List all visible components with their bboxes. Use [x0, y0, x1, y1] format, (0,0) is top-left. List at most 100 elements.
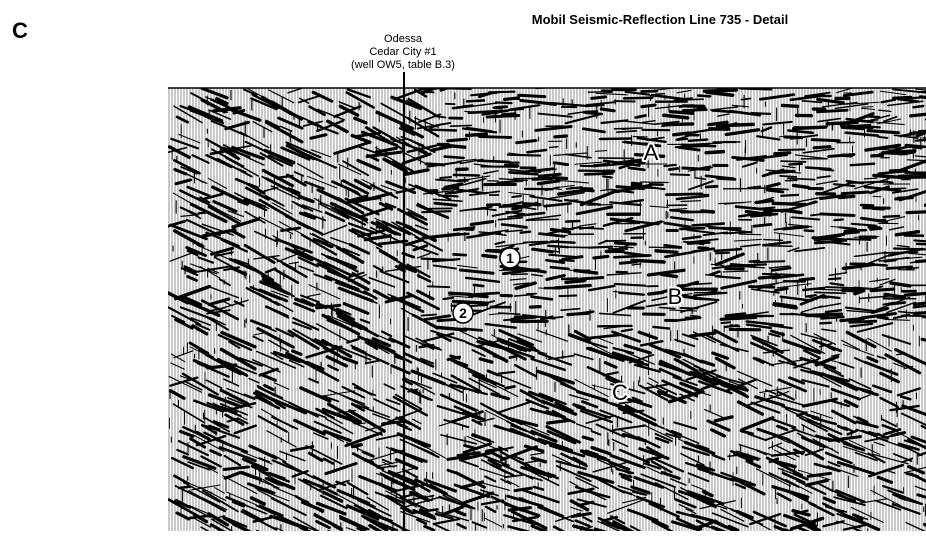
reflection-streak: [917, 260, 926, 262]
reflection-streak: [688, 242, 710, 243]
reflection-streak: [845, 232, 859, 233]
reflection-streak: [502, 114, 515, 115]
figure-title: Mobil Seismic-Reflection Line 735 - Deta…: [532, 12, 788, 27]
marker-number: 1: [506, 250, 514, 266]
reflection-streak: [699, 248, 708, 249]
reflection-streak: [662, 125, 672, 126]
reflection-streak: [450, 293, 471, 294]
reflection-streak: [775, 153, 790, 154]
reflection-streak: [750, 261, 759, 262]
horizon-label: A: [644, 140, 659, 165]
reflection-streak: [656, 251, 677, 253]
reflection-streak: [878, 317, 887, 318]
reflection-streak: [785, 137, 802, 138]
reflection-streak: [842, 192, 868, 194]
reflection-streak: [821, 214, 854, 216]
horizon-label: B: [668, 284, 683, 309]
reflection-streak: [873, 208, 884, 209]
reflection-streak: [848, 239, 871, 240]
reflection-streak: [519, 95, 545, 96]
reflection-streak: [566, 221, 579, 222]
reflection-streak: [873, 196, 881, 197]
reflection-streak: [587, 205, 612, 206]
panel-label: C: [12, 18, 28, 43]
horizon-label: C: [612, 380, 628, 405]
reflection-streak: [890, 170, 903, 171]
reflection-streak: [763, 274, 795, 275]
reflection-streak: [632, 183, 640, 184]
reflection-streak: [865, 264, 887, 266]
reflection-streak: [851, 164, 875, 166]
reflection-streak: [861, 205, 873, 206]
reflection-streak: [694, 299, 718, 300]
reflection-streak: [675, 99, 704, 100]
reflection-streak: [664, 124, 693, 125]
reflection-streak: [674, 133, 689, 135]
reflection-streak: [649, 292, 663, 294]
reflection-streak: [681, 308, 698, 309]
reflection-streak: [820, 323, 831, 324]
reflection-streak: [599, 158, 634, 159]
reflection-streak: [664, 165, 676, 166]
reflection-streak: [510, 172, 538, 174]
reflection-streak: [445, 157, 464, 158]
reflection-streak: [540, 174, 561, 176]
reflection-streak: [726, 314, 744, 316]
reflection-streak: [464, 329, 482, 331]
reflection-streak: [639, 188, 655, 189]
reflection-streak: [811, 214, 823, 215]
reflection-streak: [478, 161, 510, 162]
reflection-streak: [633, 137, 647, 138]
reflection-streak: [841, 319, 863, 321]
reflection-streak: [493, 108, 502, 109]
reflection-streak: [513, 226, 526, 228]
reflection-streak: [920, 130, 926, 131]
reflection-streak: [454, 302, 488, 304]
reflection-streak: [871, 229, 882, 230]
reflection-streak: [669, 169, 677, 170]
reflection-streak: [585, 173, 612, 174]
reflection-streak: [450, 125, 471, 126]
reflection-streak: [868, 131, 899, 133]
reflection-streak: [752, 113, 771, 114]
reflection-streak: [448, 139, 467, 141]
reflection-streak: [884, 216, 900, 217]
reflection-streak: [917, 244, 926, 245]
reflection-streak: [879, 137, 888, 138]
reflection-streak: [767, 190, 782, 192]
reflection-streak: [681, 228, 704, 229]
reflection-streak: [807, 295, 816, 296]
reflection-streak: [721, 317, 756, 319]
reflection-streak: [782, 105, 797, 106]
reflection-streak: [795, 127, 809, 128]
reflection-streak: [464, 229, 473, 230]
reflection-streak: [682, 145, 716, 147]
reflection-streak: [681, 201, 701, 202]
reflection-streak: [425, 129, 456, 130]
reflection-streak: [467, 100, 484, 101]
reflection-streak: [739, 234, 761, 235]
reflection-streak: [554, 163, 568, 165]
reflection-streak: [649, 247, 680, 248]
reflection-streak: [592, 97, 606, 99]
reflection-streak: [867, 117, 879, 118]
reflection-streak: [444, 298, 454, 299]
reflection-streak: [508, 155, 540, 156]
reflection-streak: [689, 140, 707, 141]
well-name: Odessa: [384, 33, 423, 45]
reflection-streak: [533, 179, 552, 180]
reflection-streak: [680, 105, 693, 106]
reflection-streak: [868, 127, 880, 128]
reflection-streak: [353, 445, 362, 447]
reflection-streak: [843, 290, 862, 291]
reflection-streak: [512, 274, 528, 275]
reflection-streak: [913, 147, 921, 148]
reflection-streak: [600, 139, 631, 140]
reflection-streak: [553, 178, 566, 179]
reflection-streak: [706, 152, 723, 153]
reflection-streak: [794, 185, 809, 187]
reflection-streak: [820, 169, 833, 170]
reflection-streak: [601, 109, 614, 111]
